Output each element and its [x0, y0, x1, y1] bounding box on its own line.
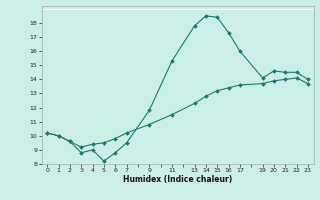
- X-axis label: Humidex (Indice chaleur): Humidex (Indice chaleur): [123, 175, 232, 184]
